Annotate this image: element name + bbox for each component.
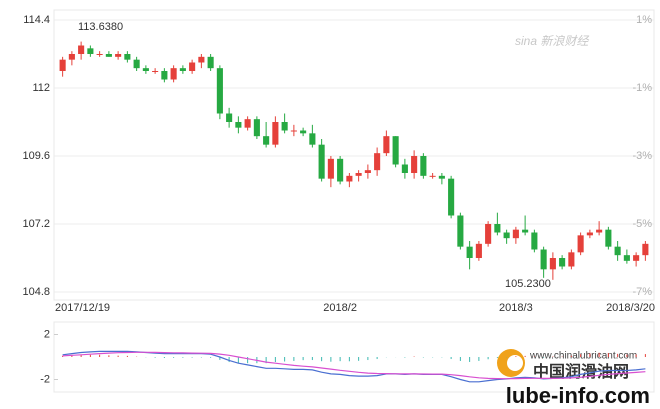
- candle-body: [189, 62, 196, 71]
- candle-body: [78, 45, 85, 54]
- candle-body: [263, 136, 270, 145]
- candle-body: [466, 246, 473, 258]
- candle-body: [281, 122, 288, 131]
- candle-body: [290, 130, 297, 132]
- macd-frame: [53, 321, 655, 393]
- candle-body: [475, 243, 482, 258]
- candle-body: [207, 56, 214, 69]
- candle-body: [226, 113, 233, 122]
- candle-body: [161, 71, 168, 80]
- candle-body: [253, 119, 260, 137]
- candle-body: [614, 246, 621, 256]
- x-tick-label: 2018/3/20: [606, 302, 655, 314]
- candle-body: [152, 71, 159, 72]
- y-tick-label: 104.8: [22, 286, 50, 298]
- candle-body: [346, 175, 353, 182]
- watermark-site: www.chinalubricant.com: [529, 351, 637, 362]
- macd-line: [62, 351, 646, 380]
- candle-body: [596, 229, 603, 233]
- y2-tick-label: -1%: [632, 82, 652, 94]
- y2-tick-label: -7%: [632, 286, 652, 298]
- candle-body: [531, 232, 538, 250]
- candle-body: [133, 59, 140, 69]
- candle-body: [457, 215, 464, 247]
- candle-body: [170, 68, 177, 80]
- candle-body: [485, 224, 492, 244]
- candle-body: [411, 156, 418, 173]
- candle-body: [59, 59, 66, 71]
- candle-body: [105, 54, 112, 57]
- candle-body: [68, 54, 75, 60]
- candle-body: [448, 178, 455, 216]
- watermark-sina: sina 新浪财经: [515, 34, 590, 48]
- candle-body: [337, 158, 344, 182]
- y-tick-label: 109.6: [22, 150, 50, 162]
- candle-body: [512, 229, 519, 239]
- candle-body: [623, 255, 630, 261]
- x-tick-label: 2018/3: [499, 302, 533, 314]
- y-tick-label: -2: [40, 373, 50, 385]
- y2-tick-label: 1%: [636, 14, 652, 26]
- candle-body: [438, 175, 445, 179]
- candle-body: [364, 170, 371, 173]
- candle-body: [327, 158, 334, 179]
- candle-body: [503, 232, 510, 239]
- candle-body: [605, 229, 612, 247]
- candle-body: [235, 122, 242, 128]
- candle-body: [179, 68, 186, 71]
- candle-body: [318, 144, 325, 179]
- candle-body: [586, 232, 593, 236]
- y-tick-label: 112: [32, 82, 50, 94]
- candle-body: [198, 56, 205, 63]
- candle-body: [392, 136, 399, 165]
- watermark-domain: lube-info.com: [506, 383, 650, 408]
- candle-body: [96, 54, 103, 55]
- candle-body: [374, 153, 381, 171]
- candle-body: [309, 133, 316, 145]
- candle-body: [401, 164, 408, 173]
- lube-logo: [497, 349, 525, 377]
- candle-body: [522, 229, 529, 233]
- candle-body: [494, 224, 501, 233]
- candle-body: [124, 54, 131, 60]
- max-annotation: 113.6380: [78, 21, 123, 33]
- y-tick-label: 114.4: [23, 14, 50, 26]
- candle-body: [300, 130, 307, 134]
- candle-body: [115, 54, 122, 57]
- candle-body: [568, 252, 575, 267]
- candle-body: [355, 173, 362, 176]
- y-tick-label: 2: [44, 328, 50, 340]
- candle-body: [244, 119, 251, 128]
- candle-body: [559, 258, 566, 267]
- candle-body: [272, 122, 279, 145]
- candle-body: [216, 68, 223, 114]
- x-tick-label: 2017/12/19: [55, 302, 110, 314]
- y2-tick-label: -5%: [632, 218, 652, 230]
- min-annotation: 105.2300: [505, 278, 551, 290]
- candle-body: [383, 136, 390, 154]
- candle-body: [540, 249, 547, 270]
- plot-frame: [53, 9, 655, 301]
- candle-body: [549, 258, 556, 270]
- candle-body: [577, 235, 584, 253]
- candle-body: [87, 48, 94, 54]
- y2-tick-label: -3%: [632, 150, 652, 162]
- candle-body: [633, 255, 640, 261]
- y-tick-label: 107.2: [22, 218, 50, 230]
- candle-body: [420, 156, 427, 176]
- watermark-site-cn: 中国润滑油网: [533, 362, 629, 381]
- candle-body: [142, 68, 149, 71]
- candle-body: [429, 175, 436, 177]
- x-tick-label: 2018/2: [323, 302, 357, 314]
- candle-body: [642, 243, 649, 256]
